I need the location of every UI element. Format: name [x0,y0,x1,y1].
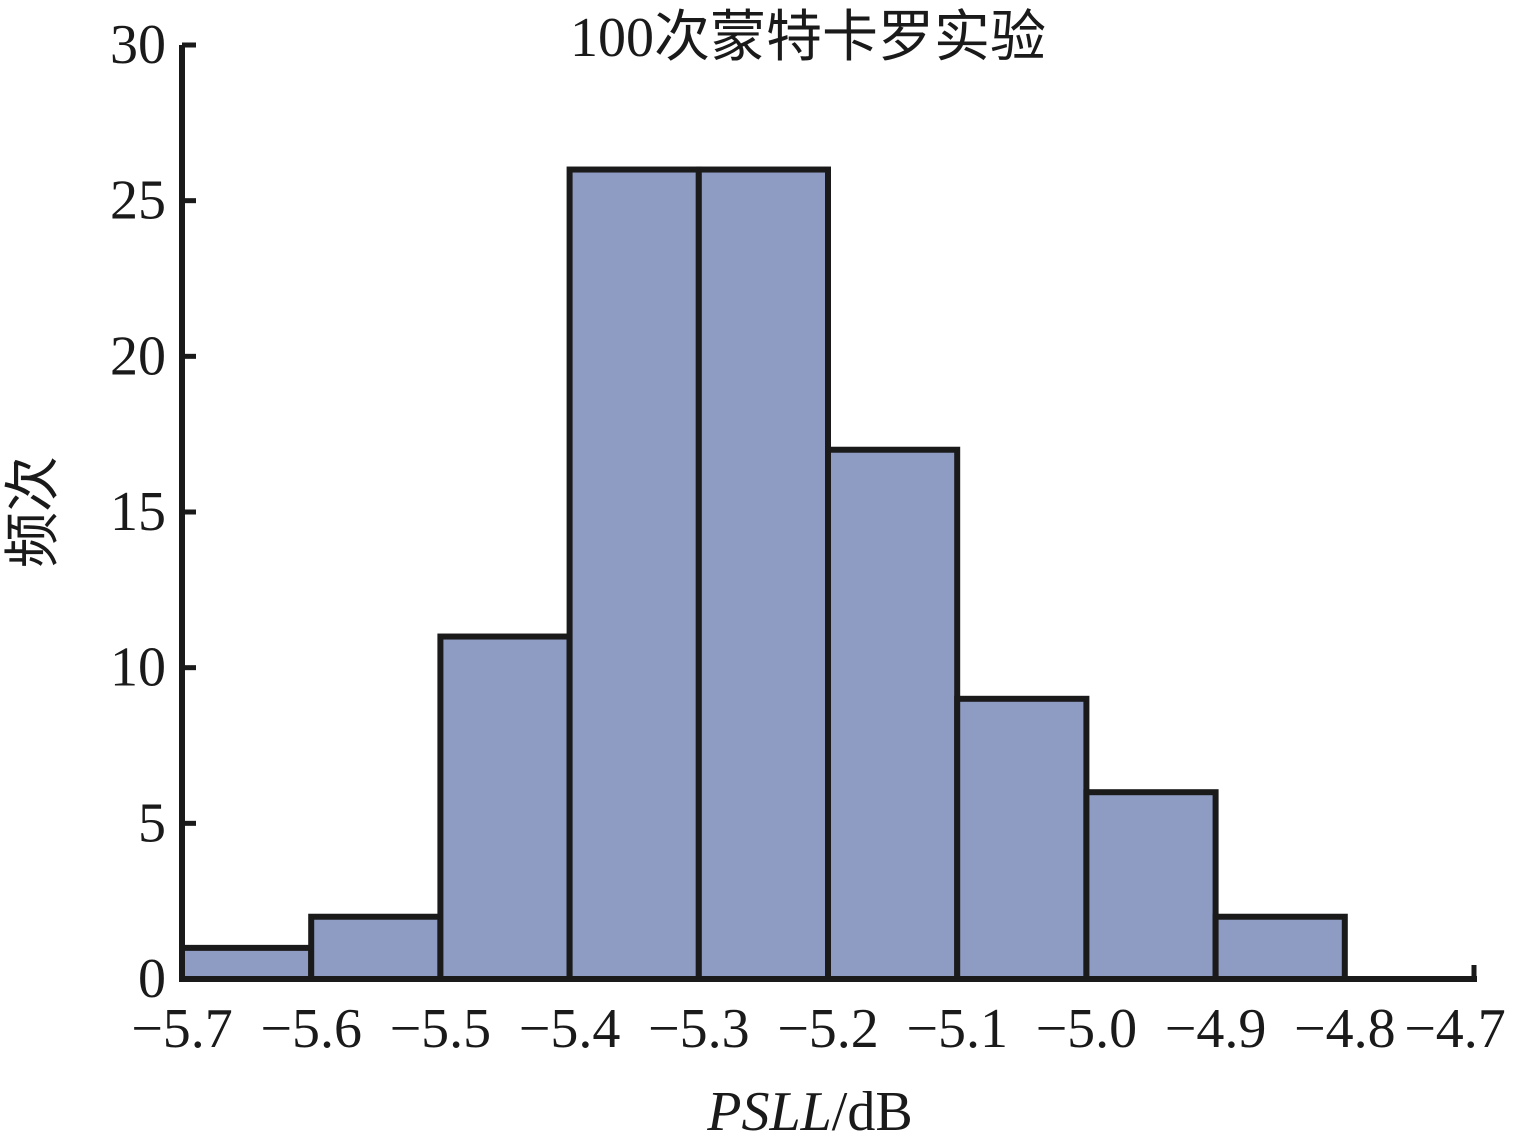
y-tick-label: 15 [110,481,166,543]
histogram-bar [566,166,702,983]
x-tick-label: −5.1 [906,998,1008,1060]
x-axis-label-quantity: PSLL [706,1081,832,1133]
x-tick-label: −5.7 [131,998,233,1060]
x-tick-label: −5.2 [777,998,879,1060]
histogram-bar [825,446,961,982]
y-tick-label: 25 [110,170,166,232]
chart-title: 100次蒙特卡罗实验 [570,7,1046,69]
histogram-bar [954,695,1090,982]
y-tick-label: 5 [138,792,166,854]
y-tick-label: 0 [138,948,166,1010]
bars-group [179,166,1348,983]
x-tick-label: −4.7 [1404,998,1506,1060]
histogram-bar [437,633,573,982]
x-axis-label: PSLL/dB [706,1081,912,1133]
x-axis-label-unit: /dB [832,1081,913,1133]
x-tick-label: −5.5 [390,998,492,1060]
histogram-bar [1212,913,1348,983]
x-tick-label: −5.6 [260,998,362,1060]
histogram-bar [179,944,315,982]
x-tick-label: −5.4 [519,998,621,1060]
y-axis-label: 频次 [3,456,65,568]
y-tick-label: 10 [110,637,166,699]
histogram-bar [695,166,831,983]
x-tick-label: −4.8 [1294,998,1396,1060]
histogram-bar [1083,789,1219,983]
y-tick-label: 30 [110,14,166,76]
x-tick-label: −5.0 [1036,998,1138,1060]
x-tick-label: −5.3 [648,998,750,1060]
x-tick-labels: −5.7 −5.6 −5.5 −5.4 −5.3 −5.2 −5.1 −5.0 −4.9 −4.8… [131,998,1506,1060]
axes-group [179,42,1477,982]
y-tick-labels: 0 5 10 15 20 25 30 [110,14,166,1010]
x-tick-label: −4.9 [1165,998,1267,1060]
histogram-bar [308,913,444,983]
y-tick-label: 20 [110,325,166,387]
